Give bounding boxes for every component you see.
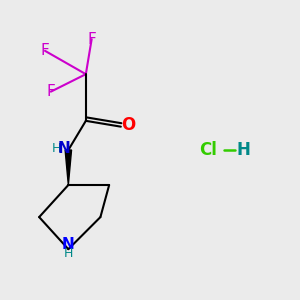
Text: F: F xyxy=(40,43,50,58)
Text: H: H xyxy=(64,247,73,260)
Text: N: N xyxy=(62,237,75,252)
Polygon shape xyxy=(65,150,71,185)
Text: Cl: Cl xyxy=(200,141,217,159)
Text: O: O xyxy=(121,116,135,134)
Text: N: N xyxy=(58,141,70,156)
Text: H: H xyxy=(51,142,61,155)
Text: F: F xyxy=(46,84,55,99)
Text: H: H xyxy=(236,141,250,159)
Text: F: F xyxy=(87,32,96,47)
